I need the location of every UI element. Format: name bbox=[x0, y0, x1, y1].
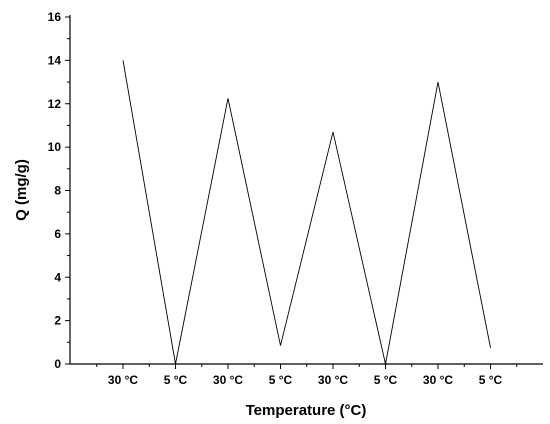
y-tick-label: 14 bbox=[48, 53, 62, 67]
x-tick-label: 30 °C bbox=[213, 373, 243, 387]
x-tick-label: 30 °C bbox=[423, 373, 453, 387]
y-tick-label: 0 bbox=[54, 357, 61, 371]
x-tick-label: 5 °C bbox=[479, 373, 503, 387]
y-axis-title: Q (mg/g) bbox=[13, 159, 30, 221]
y-tick-label: 2 bbox=[54, 314, 61, 328]
y-tick-label: 6 bbox=[54, 227, 61, 241]
ticks: 0 2 4 6 8 10 12 14 16 30 °C 5 °C 30 °C 5 °C 30 °C 5 °C… bbox=[48, 10, 518, 387]
y-tick-label: 12 bbox=[48, 97, 62, 111]
x-tick-label: 5 °C bbox=[164, 373, 188, 387]
series-line bbox=[122, 60, 491, 365]
x-tick-label: 5 °C bbox=[374, 373, 398, 387]
y-tick-label: 4 bbox=[54, 270, 61, 284]
x-tick-label: 30 °C bbox=[108, 373, 138, 387]
y-tick-label: 10 bbox=[48, 140, 62, 154]
axes bbox=[69, 15, 543, 365]
y-tick-label: 8 bbox=[54, 184, 61, 198]
x-tick-label: 5 °C bbox=[269, 373, 293, 387]
x-axis-title: Temperature (°C) bbox=[246, 402, 367, 419]
y-tick-label: 16 bbox=[48, 10, 62, 24]
series-group bbox=[122, 60, 491, 365]
x-tick-label: 30 °C bbox=[318, 373, 348, 387]
